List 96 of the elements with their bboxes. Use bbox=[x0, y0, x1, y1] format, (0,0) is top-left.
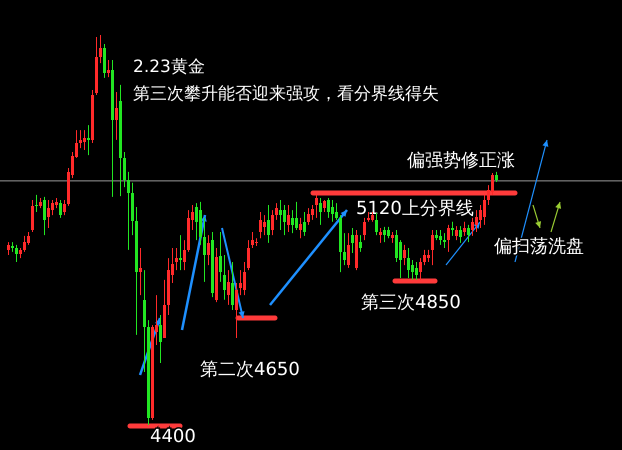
candlestick bbox=[311, 204, 314, 220]
candlestick bbox=[415, 261, 418, 280]
candlestick bbox=[363, 217, 366, 241]
candlestick bbox=[347, 232, 350, 268]
text: 4400 bbox=[150, 426, 196, 447]
candlestick bbox=[419, 258, 422, 280]
candlestick bbox=[207, 234, 210, 266]
candlestick bbox=[259, 212, 262, 239]
annotation: 5120上分界线 bbox=[356, 198, 474, 219]
candlestick bbox=[435, 230, 438, 241]
candlestick bbox=[379, 228, 382, 244]
candlestick bbox=[315, 194, 318, 218]
candlestick bbox=[7, 242, 10, 256]
candlestick bbox=[139, 247, 142, 296]
candlestick bbox=[235, 282, 238, 339]
candlestick bbox=[127, 171, 130, 250]
candlestick bbox=[439, 230, 442, 246]
candlestick bbox=[471, 217, 474, 236]
candlestick bbox=[291, 210, 294, 234]
candlestick bbox=[219, 231, 222, 282]
candlestick bbox=[247, 240, 250, 271]
candlestick bbox=[327, 198, 330, 218]
candlestick bbox=[23, 235, 26, 252]
candlestick bbox=[383, 226, 386, 243]
candlestick bbox=[271, 210, 274, 236]
candlestick bbox=[411, 260, 414, 280]
candlestick bbox=[267, 204, 270, 244]
candlestick bbox=[359, 234, 362, 252]
candlestick bbox=[463, 221, 466, 236]
candlestick bbox=[183, 240, 186, 271]
candlestick bbox=[43, 196, 46, 236]
candlestick bbox=[303, 212, 306, 236]
candlestick bbox=[467, 224, 470, 243]
candlestick bbox=[447, 224, 450, 252]
candlestick bbox=[423, 249, 426, 266]
candlestick bbox=[195, 202, 198, 241]
annotation: 偏强势修正涨 bbox=[407, 150, 515, 171]
candlestick bbox=[35, 194, 38, 213]
candlestick bbox=[427, 249, 430, 262]
candlestick bbox=[115, 91, 118, 140]
candlestick bbox=[275, 202, 278, 220]
candlestick bbox=[51, 199, 54, 216]
candlestick bbox=[343, 232, 346, 266]
candlestick bbox=[79, 130, 82, 149]
candlestick bbox=[179, 234, 182, 271]
annotation: 第三次4850 bbox=[361, 292, 461, 313]
candlestick bbox=[407, 247, 410, 278]
text: 2.23黄金 bbox=[133, 57, 205, 77]
candlestick bbox=[263, 214, 266, 236]
candlestick bbox=[227, 270, 230, 306]
candlestick bbox=[279, 199, 282, 230]
candlestick bbox=[495, 171, 498, 183]
candlestick bbox=[287, 204, 290, 232]
candlestick bbox=[351, 228, 354, 254]
candlestick bbox=[391, 231, 394, 244]
candlestick bbox=[307, 208, 310, 226]
candlestick bbox=[59, 199, 62, 218]
candlestick bbox=[299, 217, 302, 239]
candlestick bbox=[431, 230, 434, 266]
candlestick bbox=[223, 254, 226, 300]
candlestick bbox=[475, 210, 478, 232]
candlestick bbox=[83, 130, 86, 151]
candlestick bbox=[283, 204, 286, 236]
candlestick bbox=[251, 231, 254, 248]
candlestick bbox=[295, 201, 298, 230]
candlestick bbox=[159, 314, 162, 364]
candlestick bbox=[451, 221, 454, 236]
text: 第三次攀升能否迎来强攻，看分界线得失 bbox=[133, 84, 439, 104]
candlestick bbox=[387, 226, 390, 239]
candlestick bbox=[123, 152, 126, 188]
candlestick bbox=[99, 34, 102, 64]
candlestick bbox=[107, 59, 110, 78]
candlestick bbox=[175, 247, 178, 271]
candlestick bbox=[331, 199, 334, 222]
candlestick bbox=[39, 198, 42, 209]
candlestick bbox=[459, 226, 462, 244]
annotation: 第二次4650 bbox=[200, 359, 300, 380]
candlestick bbox=[47, 199, 50, 229]
candlestick bbox=[483, 194, 486, 226]
candlestick bbox=[443, 232, 446, 248]
candlestick bbox=[403, 244, 406, 266]
candlestick bbox=[239, 270, 242, 296]
candlestick bbox=[243, 261, 246, 296]
candlestick bbox=[231, 261, 234, 310]
candlestick bbox=[455, 226, 458, 241]
candlestick bbox=[55, 198, 58, 209]
candlestick bbox=[319, 198, 322, 226]
candlestick bbox=[255, 238, 258, 246]
candlestick bbox=[11, 242, 14, 252]
candlestick bbox=[323, 199, 326, 213]
candlestick bbox=[19, 247, 22, 259]
candlestick bbox=[63, 199, 66, 216]
candlestick bbox=[87, 124, 90, 156]
candlestick bbox=[15, 244, 18, 262]
candlestick bbox=[395, 230, 398, 262]
candlestick bbox=[335, 202, 338, 220]
